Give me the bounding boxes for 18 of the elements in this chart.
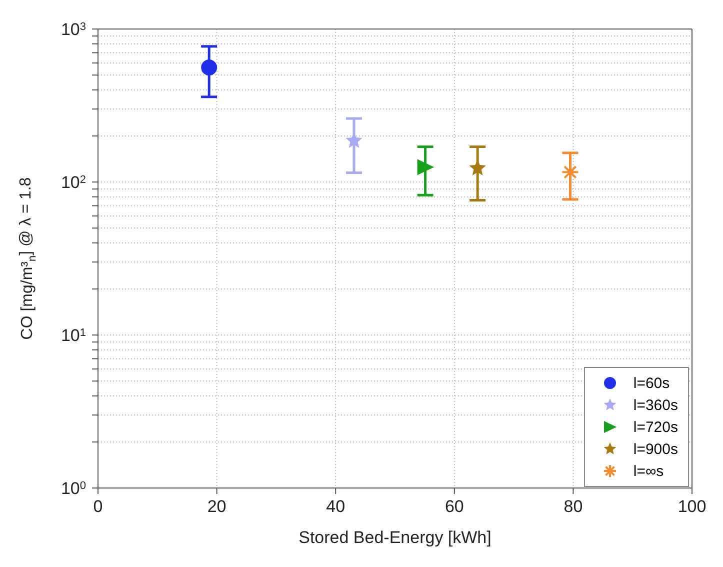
- y-tick-label: 10$^{2}$: [60, 173, 86, 192]
- legend-label: l=360s: [633, 396, 678, 414]
- legend-label: l=900s: [633, 440, 678, 458]
- legend-label: l=720s: [633, 418, 678, 436]
- y-tick-label: 10$^{3}$: [60, 20, 86, 39]
- x-tick-label: 20: [207, 497, 226, 516]
- point: [201, 60, 218, 76]
- y-tick-label: 10$^{1}$: [60, 326, 86, 345]
- x-tick-label: 60: [444, 497, 464, 516]
- x-tick-label: 40: [326, 497, 346, 516]
- x-tick-label: 80: [564, 497, 583, 516]
- legend-label: l=60s: [633, 374, 670, 392]
- y-tick-label: 10$^{0}$: [60, 479, 86, 498]
- x-tick-label: 100: [678, 497, 706, 516]
- x-axis-title: Stored Bed-Energy [kWh]: [298, 528, 492, 547]
- x-tick-label: 0: [93, 497, 103, 516]
- point: [417, 159, 434, 176]
- legend-label: l=∞s: [633, 462, 664, 480]
